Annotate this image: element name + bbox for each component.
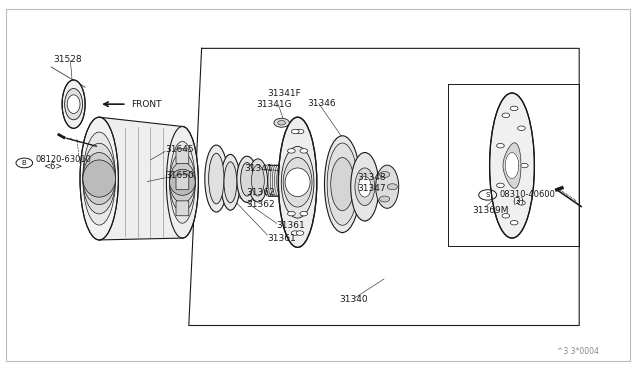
Ellipse shape [83,132,116,225]
Circle shape [300,149,308,153]
Circle shape [502,214,509,218]
Ellipse shape [358,176,371,197]
Ellipse shape [83,143,116,214]
Circle shape [387,184,397,190]
Circle shape [291,129,299,134]
Ellipse shape [273,165,280,196]
Ellipse shape [67,95,80,113]
Circle shape [291,231,299,235]
Ellipse shape [170,141,195,223]
Ellipse shape [62,80,85,128]
Circle shape [278,121,285,125]
Ellipse shape [237,156,257,202]
Text: 31369M: 31369M [472,206,509,215]
Ellipse shape [281,165,289,196]
Ellipse shape [209,153,224,204]
Ellipse shape [490,93,534,238]
Text: (3): (3) [512,197,524,206]
Ellipse shape [241,163,253,196]
Polygon shape [99,117,182,240]
Circle shape [274,118,289,127]
Circle shape [296,231,304,235]
Circle shape [520,163,528,168]
Circle shape [301,180,309,185]
Text: 31348: 31348 [357,173,386,182]
Circle shape [497,144,504,148]
Text: 31361: 31361 [268,234,296,243]
Circle shape [510,106,518,110]
Ellipse shape [205,145,228,212]
Ellipse shape [166,126,198,238]
Ellipse shape [278,117,317,247]
Ellipse shape [284,158,312,207]
Ellipse shape [65,89,83,120]
Circle shape [497,183,504,187]
Circle shape [286,180,294,185]
Ellipse shape [285,168,310,197]
Circle shape [380,171,390,177]
Text: 31346: 31346 [307,99,336,108]
Text: 31341: 31341 [244,164,273,173]
FancyBboxPatch shape [176,175,189,190]
Ellipse shape [331,158,354,211]
Ellipse shape [276,165,284,196]
FancyBboxPatch shape [176,201,189,216]
Ellipse shape [279,165,287,196]
Circle shape [287,149,295,153]
Text: 31650: 31650 [165,171,194,180]
Ellipse shape [170,162,195,203]
Circle shape [300,211,308,216]
Ellipse shape [266,165,273,196]
Circle shape [296,129,304,134]
Text: 31528: 31528 [53,55,82,64]
Text: 31361: 31361 [276,221,305,230]
Text: 08310-40600: 08310-40600 [499,190,555,199]
Ellipse shape [282,147,314,218]
Circle shape [518,201,525,205]
Ellipse shape [248,159,268,202]
Ellipse shape [170,169,195,195]
Circle shape [502,113,509,118]
Ellipse shape [351,153,379,221]
Text: FRONT: FRONT [131,100,162,109]
Ellipse shape [83,160,116,197]
Ellipse shape [355,168,374,206]
Text: 31645: 31645 [165,145,194,154]
Ellipse shape [221,154,240,210]
Ellipse shape [224,162,237,203]
Circle shape [287,211,295,216]
FancyBboxPatch shape [176,149,189,164]
Ellipse shape [83,153,116,205]
Text: <6>: <6> [44,162,63,171]
Text: 31340: 31340 [339,295,368,304]
Text: 31341F: 31341F [268,89,301,98]
Ellipse shape [376,165,399,208]
Ellipse shape [268,165,276,196]
Text: 31362: 31362 [246,200,275,209]
Ellipse shape [264,165,271,196]
Circle shape [518,126,525,131]
Ellipse shape [324,136,360,232]
Ellipse shape [170,153,195,212]
Ellipse shape [270,165,278,196]
Ellipse shape [327,143,358,225]
Text: 31341G: 31341G [256,100,292,109]
Circle shape [510,221,518,225]
Text: 31347: 31347 [357,185,386,193]
Circle shape [380,196,390,202]
Ellipse shape [252,165,264,196]
Ellipse shape [80,117,118,240]
Polygon shape [506,153,519,179]
Text: S: S [486,192,490,198]
Text: ^3 3*0004: ^3 3*0004 [557,347,598,356]
Text: B: B [21,160,26,166]
Text: 31362: 31362 [246,188,275,197]
Polygon shape [503,143,521,188]
Text: 08120-63010: 08120-63010 [35,155,91,164]
Ellipse shape [275,165,282,196]
